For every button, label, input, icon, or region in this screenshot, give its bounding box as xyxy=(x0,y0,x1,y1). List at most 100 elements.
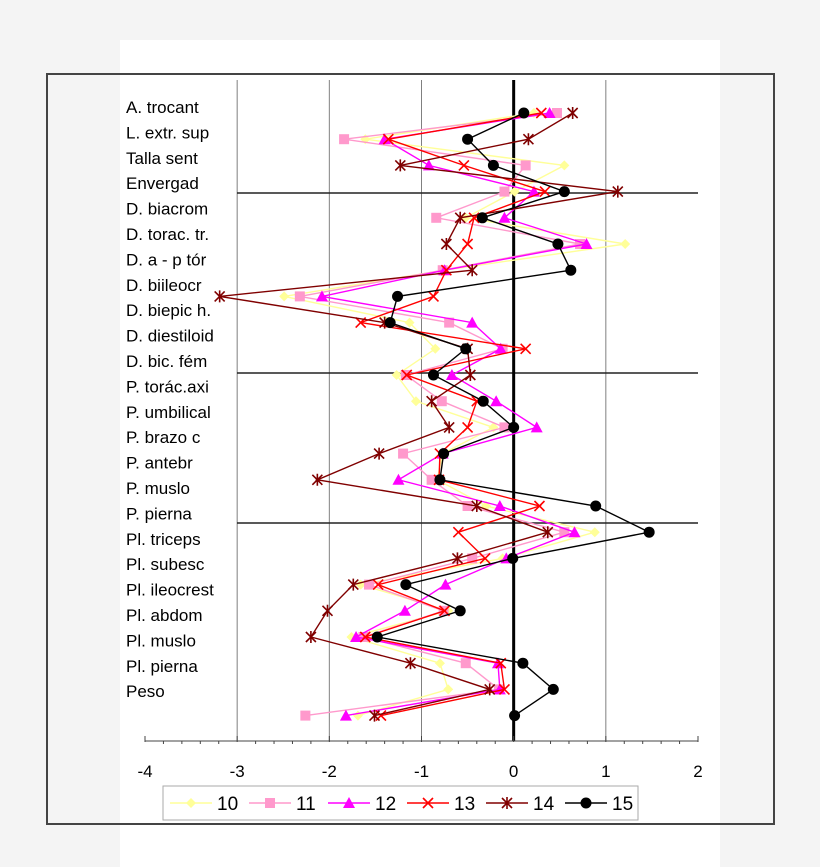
data-point xyxy=(372,579,384,591)
legend-label: 10 xyxy=(217,794,238,815)
data-point xyxy=(350,631,363,642)
legend-box xyxy=(162,785,639,821)
data-point xyxy=(551,108,562,118)
x-tick-label: 1 xyxy=(601,762,610,781)
data-point xyxy=(373,447,385,460)
category-label: P. muslo xyxy=(126,479,190,498)
data-point xyxy=(439,578,452,590)
data-point xyxy=(552,238,564,250)
chart-panel xyxy=(120,40,720,867)
chart-frame xyxy=(46,73,775,825)
data-point xyxy=(476,212,488,224)
data-point xyxy=(426,474,437,485)
data-point xyxy=(464,369,476,381)
data-point xyxy=(410,396,421,407)
data-point xyxy=(533,500,546,512)
data-point xyxy=(436,396,447,407)
category-label: Pl. pierna xyxy=(126,657,198,676)
data-point xyxy=(430,343,441,354)
legend-label: 14 xyxy=(533,794,555,815)
category-label: Pl. abdom xyxy=(126,606,203,625)
data-point xyxy=(565,264,577,276)
data-point xyxy=(643,526,655,538)
category-label: Peso xyxy=(126,682,165,701)
category-label: Talla sent xyxy=(126,149,198,168)
data-point xyxy=(339,134,350,145)
data-point xyxy=(382,133,394,145)
data-point xyxy=(559,527,570,538)
data-point xyxy=(530,421,543,433)
data-point xyxy=(466,264,478,277)
data-point xyxy=(520,160,531,171)
data-point xyxy=(558,186,570,198)
data-point xyxy=(400,579,412,591)
data-point xyxy=(589,527,600,538)
x-tick-label: 2 xyxy=(693,762,702,781)
data-point xyxy=(490,395,503,407)
series-line xyxy=(284,112,626,717)
data-point xyxy=(462,501,473,511)
data-point xyxy=(427,369,439,381)
series-14 xyxy=(214,107,624,722)
category-label: D. diestiloid xyxy=(126,327,214,346)
data-point xyxy=(508,421,520,433)
data-point xyxy=(499,422,510,433)
category-label: Pl. triceps xyxy=(126,530,201,549)
data-point xyxy=(384,317,396,329)
data-point xyxy=(214,290,226,303)
data-point xyxy=(368,709,381,722)
data-point xyxy=(477,395,489,407)
data-point xyxy=(443,421,455,434)
x-tick-label: -2 xyxy=(322,762,337,781)
data-point xyxy=(391,370,402,380)
category-label: D. biacrom xyxy=(126,200,208,219)
data-point xyxy=(567,107,579,119)
data-point xyxy=(426,395,438,408)
data-point xyxy=(401,369,413,381)
data-point xyxy=(321,604,334,617)
x-tick-label: -1 xyxy=(414,762,429,781)
data-point xyxy=(539,186,551,198)
data-point xyxy=(404,317,415,328)
data-point xyxy=(454,211,466,224)
data-point xyxy=(294,291,305,302)
data-point xyxy=(443,684,454,695)
data-point xyxy=(498,683,511,695)
category-label: Pl. muslo xyxy=(126,631,196,650)
data-point xyxy=(378,133,391,145)
data-point xyxy=(394,159,406,172)
x-tick-label: 0 xyxy=(509,762,518,781)
data-point xyxy=(392,473,405,485)
legend-item-14: 14 xyxy=(486,794,555,815)
data-point xyxy=(458,159,470,171)
data-point xyxy=(620,239,631,249)
data-point xyxy=(520,343,532,355)
legend-marker xyxy=(343,797,355,808)
data-point xyxy=(494,342,507,354)
legend-marker xyxy=(501,797,513,809)
data-point xyxy=(507,552,519,564)
data-point xyxy=(454,605,466,617)
data-point xyxy=(434,658,445,669)
data-point xyxy=(612,185,624,198)
series-line xyxy=(219,112,618,717)
data-point xyxy=(471,500,483,512)
data-point xyxy=(398,448,409,459)
category-label: A. trocant xyxy=(126,98,199,117)
data-point xyxy=(363,579,374,590)
category-label: D. torac. tr. xyxy=(126,225,209,244)
data-point xyxy=(509,186,520,197)
series-line xyxy=(377,112,652,717)
data-point xyxy=(392,290,404,302)
data-point xyxy=(434,474,446,486)
category-label: D. a - p tór xyxy=(126,250,207,269)
data-point xyxy=(352,710,363,721)
data-point xyxy=(438,448,450,460)
data-point xyxy=(359,631,371,643)
category-label: L. extr. sup xyxy=(126,123,209,142)
category-label: Pl. subesc xyxy=(126,555,205,574)
series-10 xyxy=(279,108,631,721)
legend-marker xyxy=(265,798,275,808)
category-label: D. bic. fém xyxy=(126,352,207,371)
